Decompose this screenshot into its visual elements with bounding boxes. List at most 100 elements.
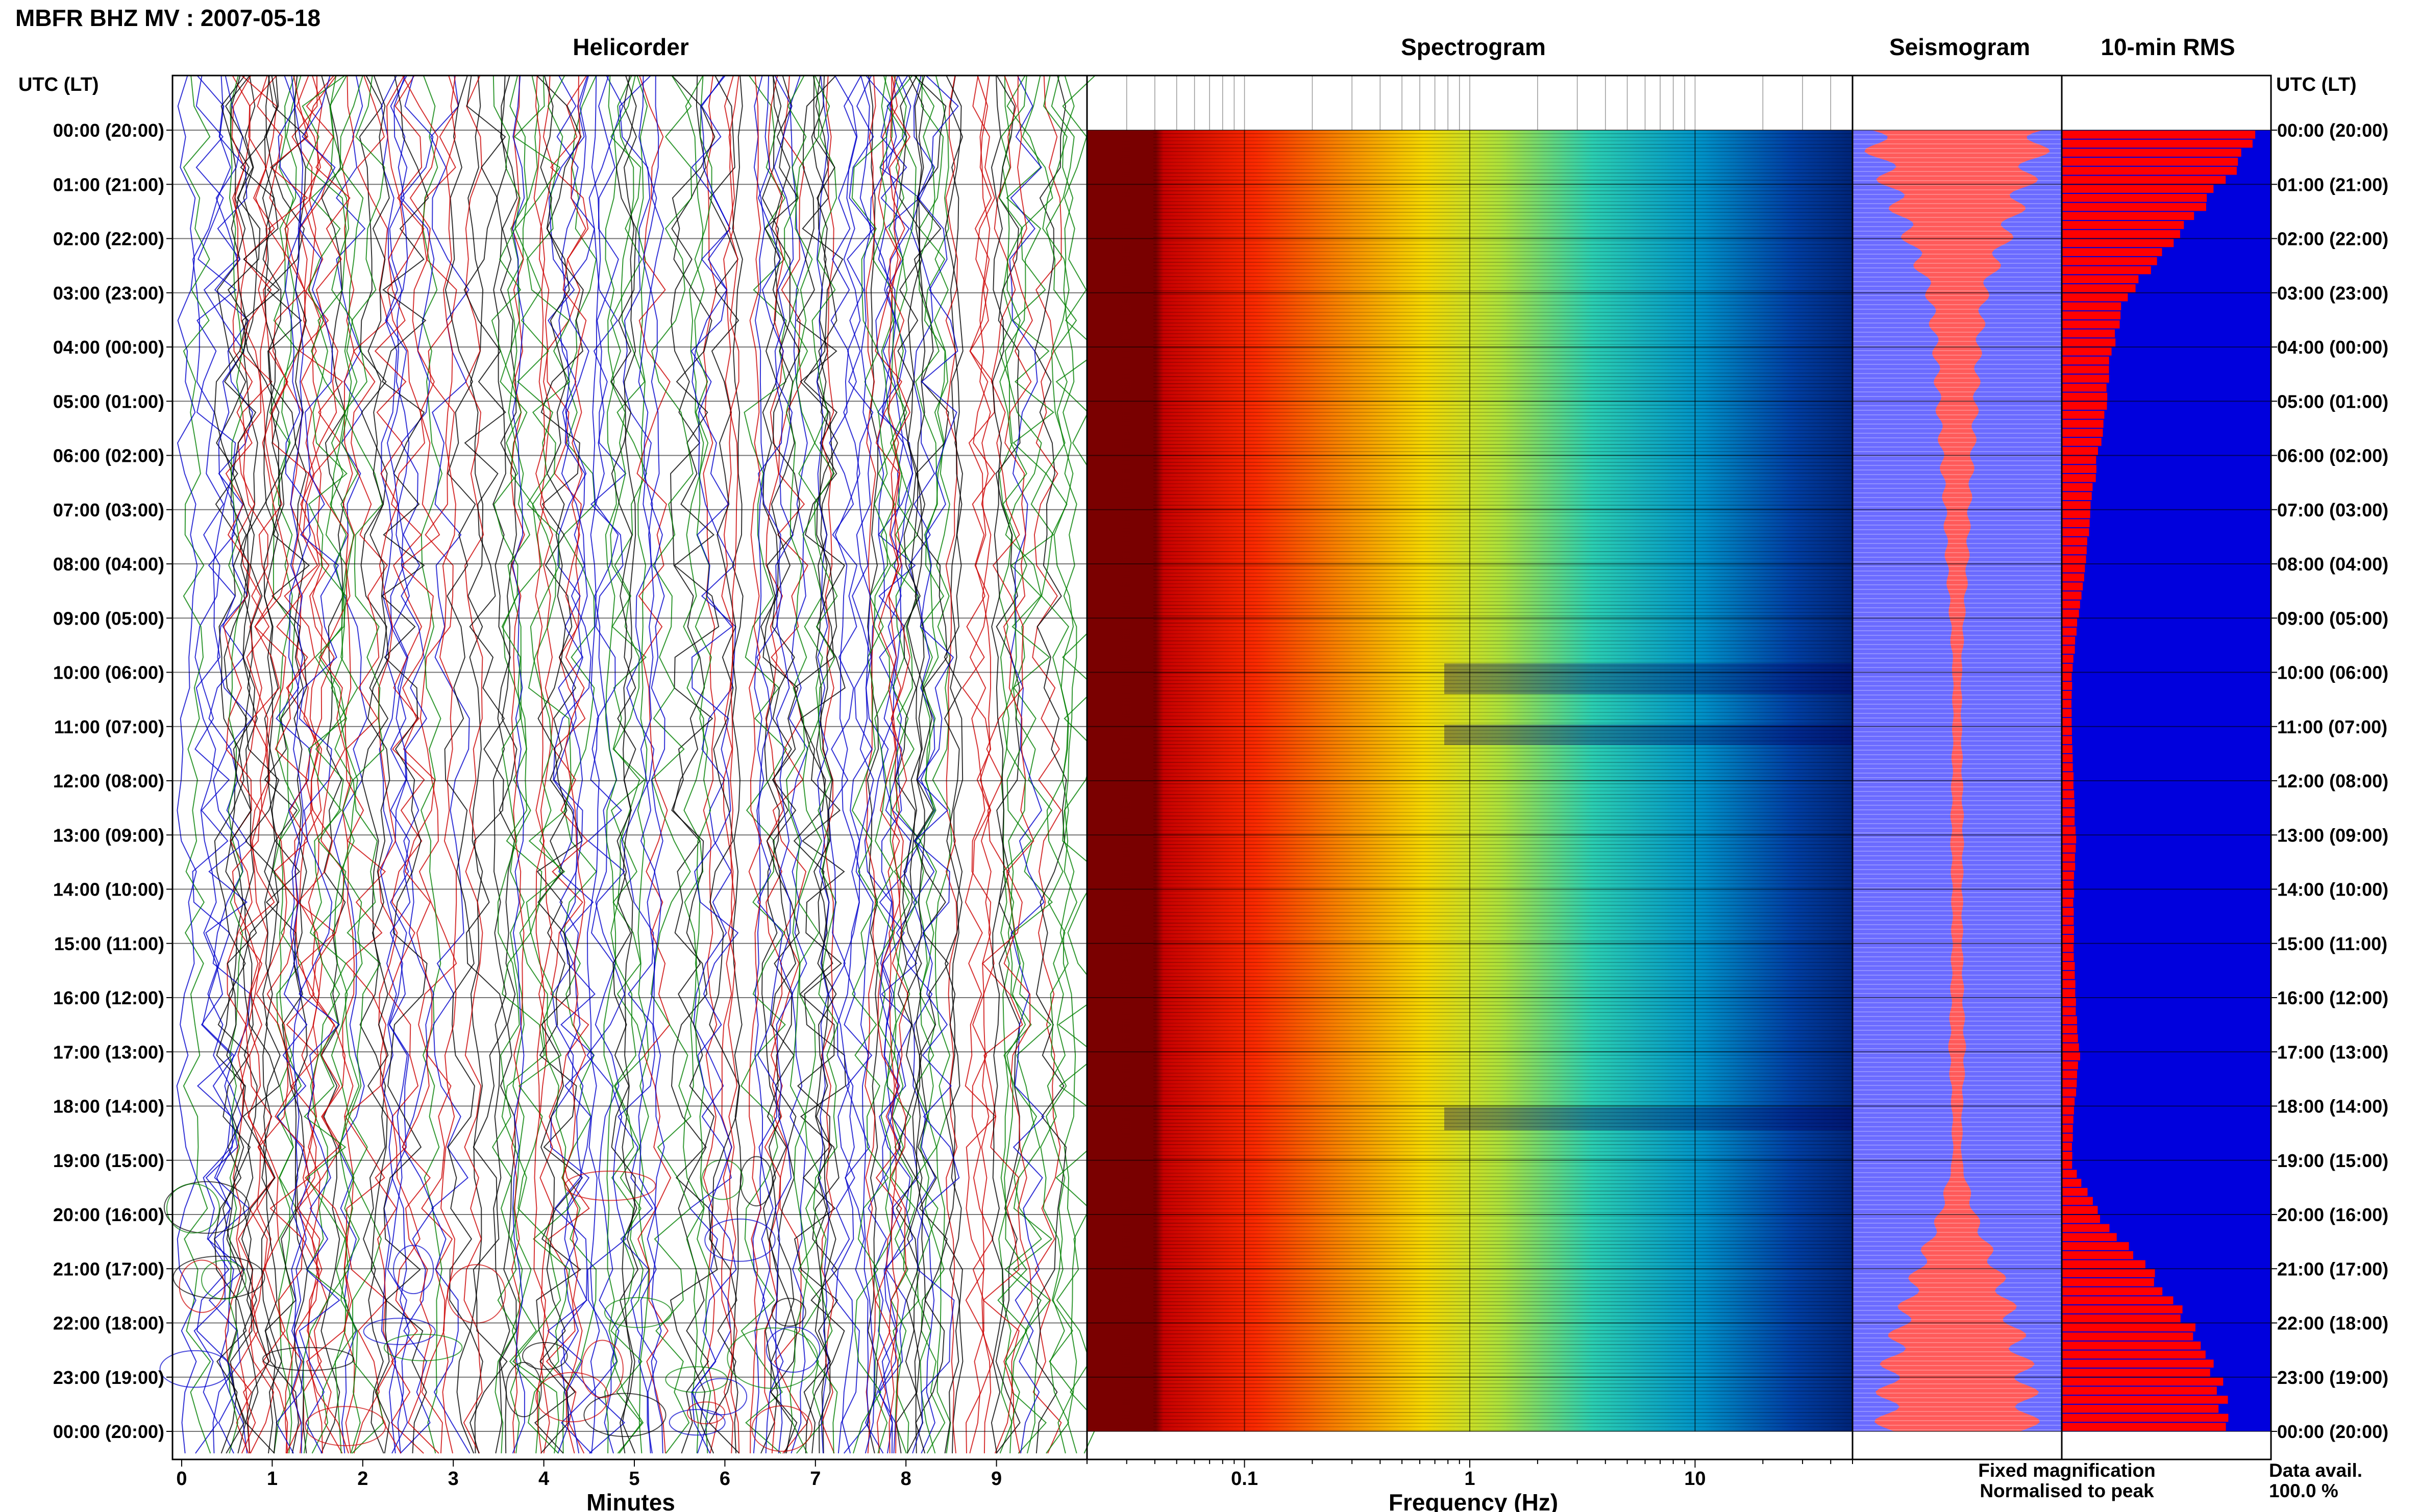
minutes-tick-label: 8 [901,1468,911,1490]
rms-bar [2062,1160,2072,1169]
rms-bar [2062,293,2128,302]
rms-bar [2062,690,2072,699]
frequency-tick-label: 10 [1684,1468,1706,1490]
helicorder-trace [248,75,283,1454]
rms-bar [2062,609,2079,618]
rms-bar [2062,916,2074,925]
rms-bar [2062,835,2077,844]
time-label-left: 07:00 (03:00) [53,500,164,520]
helicorder-trace [902,75,924,1454]
time-label-left: 11:00 (07:00) [54,716,164,737]
helicorder-trace [430,75,471,1454]
helicorder-trace [224,75,263,1454]
rms-bar [2062,438,2102,446]
rms-bar [2062,148,2241,157]
helicorder-trace [932,75,952,1454]
rms-bar [2062,817,2075,826]
time-label-left: 18:00 (14:00) [53,1096,164,1117]
helicorder-trace-loop [686,1401,726,1424]
helicorder-trace [183,75,211,1454]
rms-bar [2062,212,2194,220]
helicorder-trace [1040,75,1070,1454]
helicorder-trace [740,75,787,1454]
rms-bar [2062,1215,2100,1223]
rms-bar [2062,284,2136,292]
helicorder-trace [278,75,295,1454]
rms-bar [2062,537,2087,546]
rms-bar [2062,348,2112,356]
helicorder-trace [192,75,235,1454]
helicorder-trace-loop [766,1326,821,1373]
rms-bar [2062,591,2082,600]
rms-bar [2062,618,2078,627]
helicorder-trace [264,75,310,1454]
helicorder-trace [770,75,798,1454]
rms-bar [2062,1043,2079,1052]
time-label-right: 15:00 (11:00) [2277,933,2387,954]
helicorder-trace [385,75,411,1454]
rms-bar [2062,944,2074,952]
helicorder-trace [389,75,410,1454]
time-label-right: 00:00 (20:00) [2277,1421,2388,1442]
helicorder-trace [400,75,435,1454]
helicorder-trace [223,75,253,1454]
time-label-right: 09:00 (05:00) [2277,608,2388,629]
helicorder-trace [912,75,960,1454]
rms-bar [2062,962,2075,970]
rms-bar [2062,808,2075,816]
helicorder-trace-loop [166,1183,220,1234]
time-label-right: 07:00 (03:00) [2277,500,2388,520]
helicorder-trace [949,75,964,1454]
time-label-left: 10:00 (06:00) [53,662,164,683]
rms-bar [2062,365,2109,374]
time-label-left: 03:00 (23:00) [53,283,164,304]
time-label-left: 12:00 (08:00) [53,771,164,791]
x-ticks: 0 1 2 3 4 5 6 7 8 9 0.1 1 10 [176,1459,1706,1490]
helicorder-trace [176,75,198,1454]
rms-bar [2062,1088,2077,1097]
rms-bar [2062,582,2083,591]
helicorder-trace [991,75,1005,1454]
rms-title: 10-min RMS [2101,34,2235,60]
rms-bar [2062,1106,2074,1115]
rms-bar [2062,311,2121,319]
helicorder-trace [304,75,353,1454]
helicorder-trace [538,75,554,1454]
helicorder-trace [526,75,572,1454]
helicorder-trace [401,75,440,1454]
rms-bar [2062,1179,2082,1187]
helicorder-trace [308,75,323,1454]
time-label-right: 12:00 (08:00) [2277,771,2388,791]
time-label-left: 02:00 (22:00) [53,229,164,250]
rms-bar [2062,718,2072,726]
helicorder-trace-loop [751,1405,812,1452]
helicorder-trace [756,75,784,1454]
rms-bar [2062,492,2092,501]
helicorder-trace [302,75,349,1454]
helicorder-trace [290,75,304,1454]
frequency-axis-label: Frequency (Hz) [1389,1489,1558,1512]
rms-bar [2062,663,2073,672]
minutes-tick-label: 3 [448,1468,459,1490]
helicorder-trace-loop [583,1393,667,1437]
helicorder-trace [638,75,657,1454]
helicorder-trace [813,75,838,1454]
rms-bar [2062,736,2072,745]
rms-bar [2062,1143,2072,1151]
helicorder-trace [499,75,518,1454]
time-label-right: 01:00 (21:00) [2277,174,2388,195]
time-label-right: 11:00 (07:00) [2277,716,2387,737]
time-label-left: 00:00 (20:00) [53,1421,164,1442]
spectrogram-band [1444,1107,1853,1130]
rms-bar [2062,221,2184,229]
helicorder-trace-loop [695,1378,748,1416]
helicorder-trace [919,75,946,1454]
rms-bar [2062,338,2116,346]
helicorder-trace-loop [505,1361,542,1418]
helicorder-trace-loop [535,1372,609,1423]
rms-bar [2062,392,2108,401]
helicorder-trace [297,75,343,1454]
rms-bar [2062,456,2096,464]
helicorder-trace [800,75,846,1454]
helicorder-trace [1003,75,1034,1454]
